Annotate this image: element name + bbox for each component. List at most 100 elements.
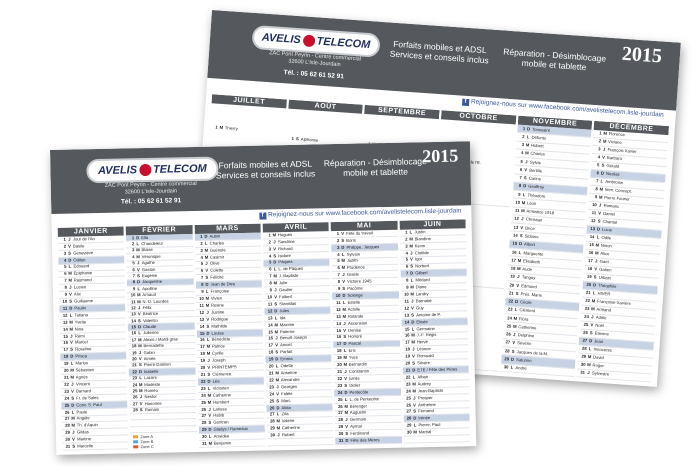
saint-name: Edouard	[73, 263, 90, 270]
saint-name: Pacôme	[347, 285, 363, 291]
facebook-invite: f Rejoignez-nous sur www.facebook.com/ave…	[259, 207, 461, 220]
saint-name: Prosper	[417, 394, 433, 400]
day-number: 19	[509, 273, 516, 280]
day-number: 21	[200, 371, 206, 377]
saint-name: Hervé	[416, 339, 428, 345]
day-number: 14	[267, 322, 273, 328]
saint-name: Sylvestre	[591, 371, 610, 377]
facebook-icon: f	[259, 212, 267, 220]
day-number: 14	[131, 317, 136, 324]
day-number: 4	[132, 254, 135, 260]
day-number: 5	[64, 264, 67, 270]
service-repair: Réparation - Désimblocage mobile et tabl…	[320, 156, 430, 178]
day-number: 8	[595, 186, 598, 192]
day-number: 9	[132, 285, 136, 292]
day-number: 25	[132, 388, 138, 394]
day-number: 29	[201, 427, 207, 433]
saint-name: Eugénie	[141, 272, 158, 279]
day-number: 25	[269, 397, 275, 404]
day-number: 13	[513, 224, 519, 230]
saint-name: Léa	[212, 378, 220, 384]
saint-name: Roseline	[75, 346, 92, 352]
day-number: 3	[200, 247, 203, 253]
saint-name: Louise	[211, 330, 224, 336]
day-number: 11	[514, 207, 520, 214]
day-number: 3	[132, 247, 135, 253]
day-number: 21	[132, 362, 137, 368]
day-number: 20	[268, 363, 274, 369]
day-number: 10	[199, 295, 204, 301]
saint-name: Anicet	[280, 342, 292, 348]
day-number: 4	[337, 251, 340, 257]
saint-name: Gabin	[143, 349, 155, 355]
saint-name: Julienne	[143, 330, 159, 336]
day-number: 29	[504, 356, 510, 362]
day-number: 6	[405, 263, 409, 269]
day-number: 10	[591, 202, 597, 208]
day-number: 1	[131, 234, 135, 240]
saint-name: Justin	[414, 229, 426, 235]
day-number: 26	[132, 394, 138, 400]
saint-name: Marcelle	[77, 443, 94, 449]
day-number: 11	[591, 210, 597, 216]
day-number: 8	[269, 280, 272, 286]
saint-name: Rémi	[74, 332, 85, 339]
saint-name: Alexandre	[280, 377, 300, 383]
day-number: 3	[337, 244, 340, 250]
day-number: 16	[199, 337, 205, 343]
saint-name: Emma	[280, 356, 293, 362]
day-number: 20	[509, 282, 515, 288]
day-number: 28	[201, 420, 207, 426]
saint-name: Gaston	[141, 266, 156, 272]
saint-name: Judith	[346, 258, 358, 264]
saint-name: Benjamin	[213, 440, 232, 446]
saint-name: Agnès	[75, 374, 88, 380]
saint-name: Bérenger	[349, 403, 368, 409]
saint-name: Constantin	[348, 368, 370, 374]
day-number: 20	[131, 356, 137, 362]
day-number: 6	[132, 266, 135, 272]
saint-name: Vivien	[210, 295, 223, 301]
day-number: 14	[199, 323, 205, 329]
day-number: 13	[62, 319, 68, 325]
month-column: JANVIER 1 J Jour de l'An 2 V Basile 3 S Geneviève…	[57, 226, 129, 451]
day-number: 22	[269, 377, 274, 383]
school-zone-legend: Zone A Zone B Zone C	[130, 432, 197, 449]
saint-name: Barnabé	[415, 298, 432, 304]
saint-name: Geneviève	[73, 250, 94, 256]
saint-name: Gautier	[278, 287, 293, 293]
saint-name: Julie	[278, 280, 288, 286]
day-number: 1	[522, 125, 526, 131]
day-number: 22	[405, 374, 411, 380]
day-number: 23	[337, 382, 343, 388]
day-number: 30	[65, 436, 71, 442]
saint-name: Igor	[414, 256, 423, 262]
saint-name: Odette	[280, 363, 294, 369]
saint-name: Conv. S. Paul	[76, 402, 102, 408]
day-number: 24	[507, 314, 513, 321]
saint-name: Stanislas	[279, 301, 297, 307]
saint-name: Robert	[281, 432, 295, 438]
day-number: 24	[584, 314, 590, 320]
saint-name: Olive	[210, 261, 220, 267]
day-number: 4	[520, 150, 524, 156]
day-number: 2	[405, 236, 408, 242]
saint-name: Didier	[349, 382, 361, 388]
saint-name: Paulin	[74, 305, 87, 311]
day-number: 7	[337, 272, 341, 278]
day-number: 7	[132, 273, 136, 279]
day-number: 17	[63, 347, 69, 353]
day-number: 27	[269, 411, 275, 417]
day-number: 18	[200, 351, 206, 357]
day-number: 12	[199, 309, 205, 315]
saint-name: Marius	[75, 360, 89, 366]
day-number: 28	[504, 347, 510, 354]
day-number: 18	[510, 265, 516, 271]
day-number: 16	[336, 334, 342, 340]
day-number: 17	[131, 337, 137, 343]
day-number: 12	[62, 312, 68, 318]
saint-name: Larissa	[213, 406, 227, 412]
saint-name: Parfait	[280, 349, 293, 355]
day-number: 2	[598, 138, 602, 144]
saint-name: Ida	[279, 314, 286, 320]
